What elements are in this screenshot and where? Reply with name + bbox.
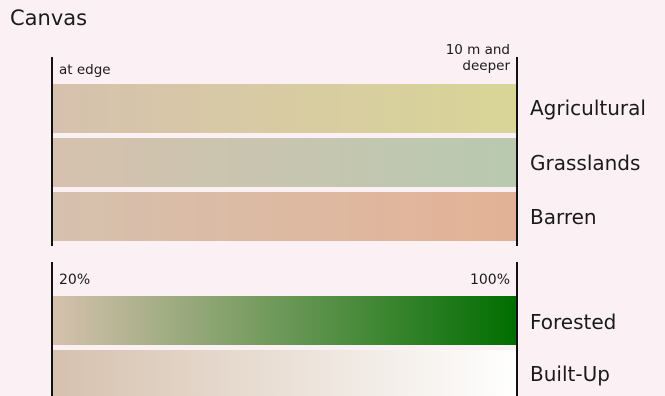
band-forested [53, 296, 516, 345]
category-label-built-up: Built-Up [530, 362, 610, 386]
depth-start-label: at edge [59, 62, 111, 78]
canvas-title: Canvas [10, 6, 88, 30]
depth-end-label-line1: 10 m and [445, 42, 510, 58]
category-label-agricultural: Agricultural [530, 96, 646, 120]
cover-start-label: 20% [59, 272, 91, 288]
cover-axis-left [51, 262, 53, 396]
depth-end-label: 10 m and deeper [400, 42, 510, 74]
band-agricultural [53, 84, 516, 133]
category-label-forested: Forested [530, 310, 617, 334]
category-label-barren: Barren [530, 205, 597, 229]
depth-axis-left [51, 57, 53, 246]
category-label-grasslands: Grasslands [530, 151, 641, 175]
depth-end-label-line2: deeper [462, 58, 510, 74]
cover-end-label: 100% [469, 272, 510, 288]
band-grasslands [53, 138, 516, 187]
depth-axis-right [516, 57, 518, 246]
band-built-up [53, 350, 516, 396]
cover-axis-right [516, 262, 518, 396]
band-barren [53, 192, 516, 241]
